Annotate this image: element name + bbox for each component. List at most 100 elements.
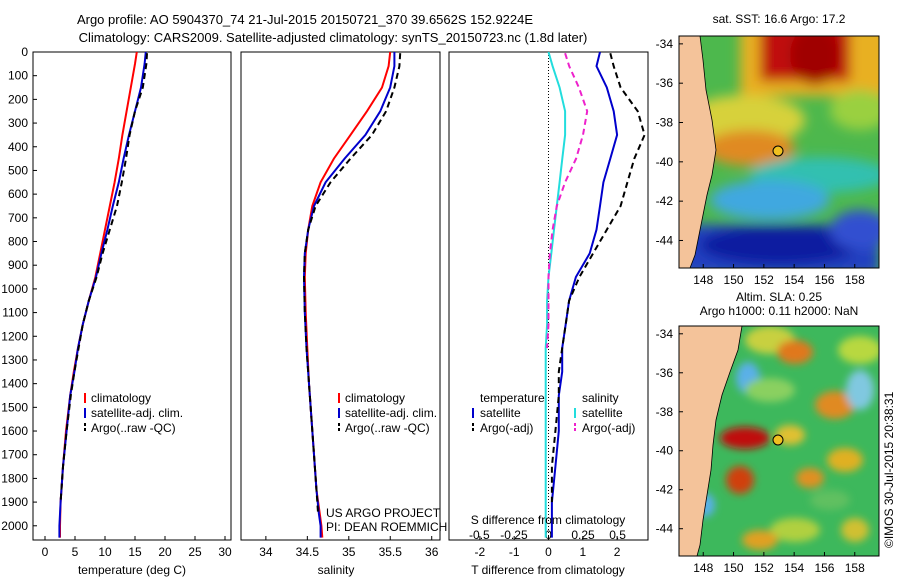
depth-tick-label: 400	[8, 140, 28, 154]
depth-tick-label: 1600	[1, 424, 28, 438]
x-tick-label: 1	[579, 545, 586, 559]
legend-climatology: climatology	[345, 391, 405, 405]
legend-s-argo: Argo(-adj)	[582, 421, 635, 435]
salinity-axes-box	[240, 51, 441, 541]
lat-tick-label: -44	[656, 522, 674, 536]
lon-tick-label: 156	[814, 561, 834, 575]
x-tick-label: 10	[98, 545, 112, 559]
difference-legend: temperature satellite Argo(-adj) salinit…	[472, 391, 635, 435]
legend-satellite: satellite-adj. clim.	[345, 406, 437, 420]
argo-float-marker	[772, 434, 784, 446]
lon-tick-label: 152	[754, 561, 774, 575]
series-line-satellite-adj-clim	[302, 52, 396, 538]
s-tick-label: -0.25	[500, 528, 528, 542]
series-line-argo-raw-qc	[302, 53, 402, 514]
depth-tick-label: 1000	[1, 282, 28, 296]
lat-tick-label: -40	[656, 444, 674, 458]
lat-tick-label: -44	[656, 233, 674, 247]
imos-timestamp: ©IMOS 30-Jul-2015 20:38:31	[882, 391, 896, 548]
salinity-panel: 34 34.5 35 35.5 36 salinity climatology sate…	[240, 51, 447, 577]
sst-map: sat. SST: 16.6 Argo: 17.2	[656, 12, 880, 287]
argo-float-marker	[772, 145, 784, 157]
salinity-legend: climatology satellite-adj. clim. Argo(..…	[338, 391, 437, 435]
depth-tick-label: 1500	[1, 400, 28, 414]
temperature-panel: 0100200300400500600700800900100011001200…	[1, 45, 453, 577]
title-line-1: Argo profile: AO 5904370_74 21-Jul-2015 …	[77, 12, 533, 27]
depth-tick-label: 200	[8, 92, 28, 106]
sla-map: Altim. SLA: 0.25 Argo h1000: 0.11 h2000:…	[656, 290, 880, 575]
depth-tick-label: 100	[8, 69, 28, 83]
x-tick-label: 35.5	[379, 545, 403, 559]
t-difference-xlabel: T difference from climatology	[471, 563, 625, 577]
x-tick-label: 36	[425, 545, 439, 559]
depth-tick-label: 1700	[1, 448, 28, 462]
x-tick-label: -1	[509, 545, 520, 559]
lon-tick-label: 150	[724, 273, 744, 287]
lat-tick-label: -42	[656, 483, 674, 497]
sla-field	[679, 326, 879, 556]
sst-map-title: sat. SST: 16.6 Argo: 17.2	[713, 12, 846, 26]
depth-tick-label: 1800	[1, 471, 28, 485]
x-tick-label: 25	[188, 545, 202, 559]
s-difference-xlabel: S difference from climatology	[471, 513, 626, 527]
series-line-argo-raw-qc	[59, 53, 148, 503]
depth-tick-label: 1300	[1, 353, 28, 367]
temperature-xlabel: temperature (deg C)	[78, 563, 186, 577]
depth-tick-label: 800	[8, 235, 28, 249]
lon-tick-label: 148	[693, 561, 713, 575]
lat-tick-label: -42	[656, 194, 674, 208]
x-tick-label: 20	[158, 545, 172, 559]
lon-tick-label: 156	[814, 273, 834, 287]
credit-line-1: US ARGO PROJECT	[326, 506, 441, 520]
x-tick-label: 30	[218, 545, 232, 559]
s-tick-label: 0	[545, 528, 552, 542]
legend-salinity-title: salinity	[582, 391, 619, 405]
legend-t-satellite: satellite	[480, 406, 521, 420]
title-line-2: Climatology: CARS2009. Satellite-adjuste…	[79, 30, 588, 45]
lat-tick-label: -38	[656, 116, 674, 130]
lat-tick-label: -38	[656, 405, 674, 419]
sla-map-frame	[678, 325, 880, 557]
depth-tick-label: 1200	[1, 329, 28, 343]
series-line-salinity-argo-adj	[546, 52, 589, 349]
x-tick-label: 34.5	[296, 545, 320, 559]
salinity-xlabel: salinity	[318, 563, 355, 577]
lon-tick-label: 150	[724, 561, 744, 575]
sst-field	[679, 36, 879, 268]
x-tick-label: 0	[545, 545, 552, 559]
depth-tick-label: 2000	[1, 519, 28, 533]
depth-tick-label: 1100	[2, 306, 28, 320]
lon-tick-label: 154	[784, 561, 804, 575]
series-line-temperature-argo-adj	[550, 52, 646, 503]
s-tick-label: -0.5	[469, 528, 490, 542]
sla-map-title-2: Argo h1000: 0.11 h2000: NaN	[700, 304, 859, 318]
legend-argo: Argo(..raw -QC)	[345, 421, 430, 435]
temperature-series	[58, 51, 148, 538]
x-tick-label: 0	[42, 545, 49, 559]
legend-temperature-title: temperature	[480, 391, 545, 405]
sla-map-lon-axis: 148 150 152 154 156 158	[693, 552, 865, 575]
lat-tick-label: -36	[656, 76, 674, 90]
depth-axis: 0 100 200 300 400 500 600 700 800 900 1000 1100 1200…	[1, 45, 453, 533]
lat-tick-label: -36	[656, 366, 674, 380]
s-tick-label: 0.25	[571, 528, 595, 542]
x-tick-label: 5	[72, 545, 79, 559]
lon-tick-label: 148	[693, 273, 713, 287]
sla-map-title-1: Altim. SLA: 0.25	[736, 290, 822, 304]
x-tick-label: 35	[342, 545, 356, 559]
difference-series	[544, 51, 646, 538]
sst-map-lon-axis: 148 150 152 154 156 158	[693, 264, 865, 287]
sst-map-frame	[678, 35, 880, 269]
s-difference-x-axis: -0.5 -0.25 0 0.25 0.5	[469, 528, 626, 542]
depth-tick-label: 500	[8, 163, 28, 177]
difference-panel: -2 -1 0 1 2 -0.5 -0.25 0 0.25 0.5 T difference f…	[448, 51, 649, 577]
legend-s-satellite: satellite	[582, 406, 623, 420]
lon-tick-label: 152	[754, 273, 774, 287]
legend-climatology: climatology	[91, 391, 151, 405]
lat-tick-label: -34	[656, 37, 674, 51]
depth-tick-label: 1400	[1, 377, 28, 391]
x-tick-label: 34	[259, 545, 273, 559]
s-tick-label: 0.5	[609, 528, 626, 542]
lat-tick-label: -40	[656, 155, 674, 169]
